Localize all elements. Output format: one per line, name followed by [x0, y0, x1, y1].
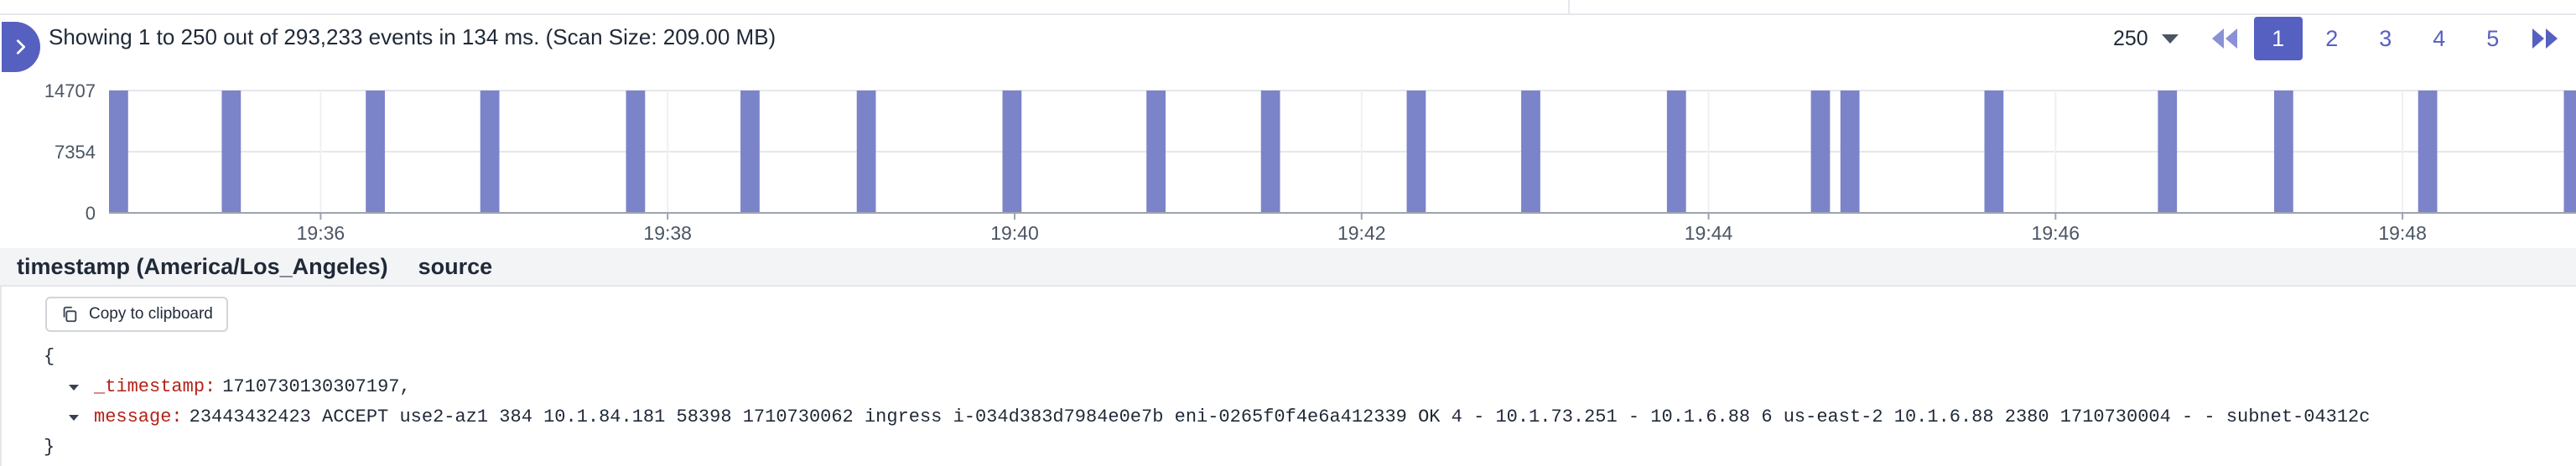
json-key-timestamp: _timestamp	[94, 376, 205, 397]
x-tick-label: 19:42	[1337, 222, 1386, 244]
histogram-bar	[109, 91, 128, 213]
table-header: timestamp (America/Los_Angeles) source	[0, 248, 2576, 287]
caret-down-icon[interactable]	[69, 414, 79, 421]
pagination: 250 1 2 3 4 5	[2113, 15, 2564, 62]
histogram-bar	[1260, 91, 1280, 213]
chevron-right-icon	[16, 39, 26, 54]
column-header-timestamp[interactable]: timestamp (America/Los_Angeles)	[17, 253, 388, 279]
json-key-colon: :	[171, 406, 183, 427]
first-page-button[interactable]	[2205, 22, 2242, 55]
histogram-bar	[1984, 91, 2004, 213]
page-button-5[interactable]: 5	[2486, 25, 2500, 51]
double-chevron-left-icon	[2211, 28, 2237, 49]
json-value-timestamp: 1710730130307197,	[222, 376, 411, 397]
y-tick-label: 7354	[55, 142, 96, 163]
results-summary: Showing 1 to 250 out of 293,233 events i…	[49, 24, 776, 49]
histogram-bar	[626, 91, 646, 213]
double-chevron-right-icon	[2532, 28, 2558, 49]
histogram-bar	[1002, 91, 1022, 213]
histogram-bar	[366, 91, 385, 213]
x-tick-label: 19:48	[2378, 222, 2427, 244]
page-size-value: 250	[2113, 26, 2148, 50]
histogram-svg: 14707 7354 0 19:36 19:38 19:40 19:42 19:44 19:46…	[44, 80, 2576, 244]
page-button-1[interactable]: 1	[2253, 17, 2303, 60]
event-detail: Copy to clipboard { _timestamp: 17107301…	[0, 287, 2576, 466]
y-tick-label: 0	[86, 203, 96, 224]
histogram-bar	[1666, 91, 1686, 213]
histogram-bar	[1810, 91, 1831, 213]
histogram-bar	[856, 91, 876, 213]
histogram-bar	[2274, 91, 2293, 213]
json-close-brace: }	[44, 437, 55, 458]
x-tick-label: 19:38	[643, 222, 692, 244]
json-key-message: message	[94, 406, 172, 427]
copy-button-label: Copy to clipboard	[89, 305, 213, 323]
caret-down-icon	[2161, 34, 2179, 44]
x-tick-label: 19:40	[990, 222, 1039, 244]
histogram-bar	[221, 91, 242, 213]
histogram-bar	[2563, 91, 2576, 213]
page-button-3[interactable]: 3	[2379, 25, 2392, 51]
x-tick-label: 19:46	[2032, 222, 2080, 244]
histogram-bar	[2158, 91, 2178, 213]
histogram-bar	[1521, 91, 1540, 213]
top-divider-tick	[1568, 0, 1570, 15]
caret-down-icon[interactable]	[69, 384, 79, 391]
json-field-message: message: 23443432423 ACCEPT use2-az1 384…	[44, 402, 2568, 432]
expand-panel-button[interactable]	[2, 22, 40, 72]
page-size-select[interactable]: 250	[2113, 27, 2179, 51]
y-tick-label: 14707	[44, 80, 96, 101]
histogram-bar	[480, 91, 500, 213]
histogram-bar	[1840, 91, 1860, 213]
top-divider	[0, 0, 2576, 15]
histogram-bar	[740, 91, 760, 213]
histogram-bar	[1406, 91, 1426, 213]
json-field-timestamp: _timestamp: 1710730130307197,	[44, 372, 2568, 402]
copy-icon	[63, 306, 77, 323]
histogram-bar	[1146, 91, 1166, 213]
next-pages-button[interactable]	[2527, 22, 2564, 55]
x-tick-label: 19:36	[297, 222, 345, 244]
histogram-chart: 14707 7354 0 19:36 19:38 19:40 19:42 19:44 19:46…	[0, 74, 2576, 251]
histogram-bar	[2418, 91, 2438, 213]
x-tick-label: 19:44	[1685, 222, 1733, 244]
json-value-message: 23443432423 ACCEPT use2-az1 384 10.1.84.…	[189, 406, 2371, 427]
event-json: { _timestamp: 1710730130307197, message:…	[44, 342, 2568, 463]
column-header-source[interactable]: source	[418, 253, 493, 279]
page-button-4[interactable]: 4	[2433, 25, 2446, 51]
json-key-colon: :	[205, 376, 216, 397]
json-open-brace: {	[44, 346, 55, 367]
copy-to-clipboard-button[interactable]: Copy to clipboard	[45, 297, 228, 332]
page-button-2[interactable]: 2	[2325, 25, 2339, 51]
